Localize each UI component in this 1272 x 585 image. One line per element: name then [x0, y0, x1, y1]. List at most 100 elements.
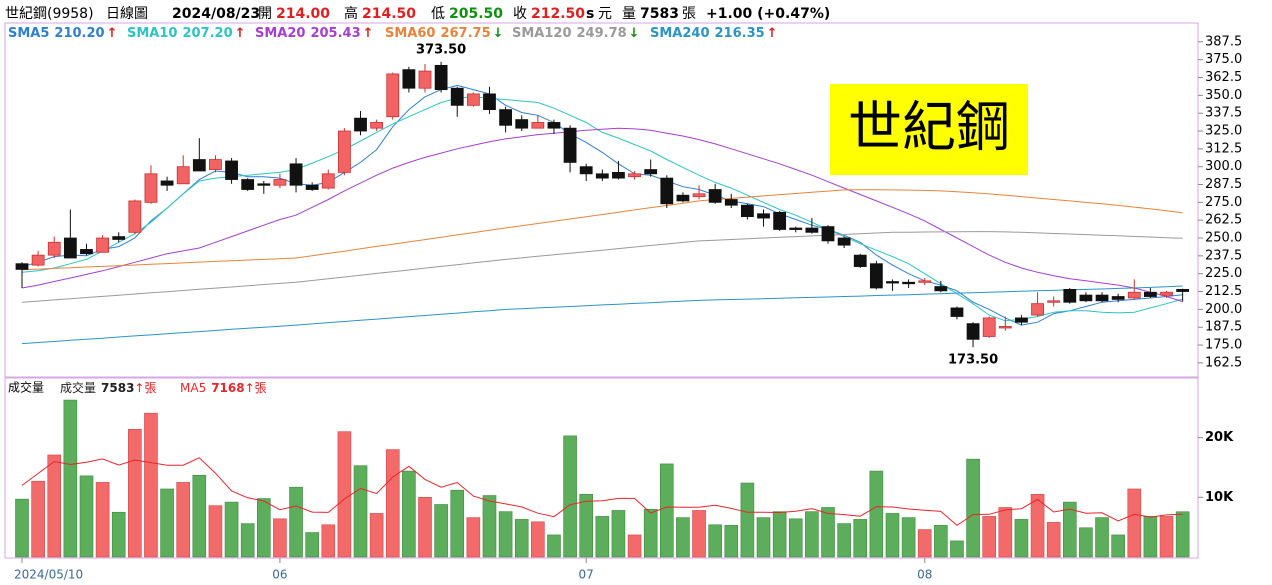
legend-unit: 張: [144, 381, 156, 395]
candle-body: [386, 73, 400, 118]
legend-item: MA5 7168↑張: [180, 381, 267, 395]
legend-trend: ↑: [363, 26, 374, 41]
volume-bar: [627, 534, 642, 558]
field-label: 開: [258, 6, 272, 22]
x-tick-label: 08: [917, 568, 932, 582]
y-tick-label: 225.0: [1205, 266, 1242, 281]
volume-bar: [482, 495, 497, 558]
candle-body: [692, 193, 706, 198]
legend-value: 205.43: [310, 26, 360, 41]
candle-body: [757, 213, 770, 219]
y-tick-label: 375.0: [1205, 52, 1242, 67]
unit: 元: [598, 6, 612, 22]
candle-body: [708, 189, 722, 203]
candle-body: [869, 263, 883, 289]
volume-bar: [208, 505, 223, 558]
candle-body: [821, 226, 835, 242]
volume-bar: [79, 475, 94, 558]
candle-body: [96, 237, 109, 253]
volume-bar: [1046, 522, 1061, 558]
candle-body: [354, 117, 367, 132]
candle-body: [128, 200, 142, 233]
date: 2024/08/23: [172, 6, 260, 22]
volume-bar: [224, 501, 239, 558]
candle-body: [1144, 291, 1157, 297]
volume-bar: [788, 518, 803, 558]
volume-bar: [837, 523, 851, 558]
candle-body: [144, 173, 158, 203]
y-tick-label: 312.5: [1205, 141, 1242, 156]
candle-body: [612, 171, 625, 179]
title-box: [830, 84, 1028, 175]
price-panel: [4, 22, 1199, 378]
candle-body: [63, 237, 77, 259]
legend-item: SMA20 205.43 ↑: [255, 26, 374, 41]
candle-body: [724, 199, 738, 206]
volume-panel: [4, 377, 1199, 559]
volume-bar: [498, 511, 513, 558]
volume-bar: [337, 431, 352, 558]
legend-trend: ↑: [134, 381, 144, 395]
volume-bar: [321, 524, 336, 558]
volume-bar: [466, 517, 481, 558]
volume-bar: [1095, 517, 1109, 558]
volume-bar: [1127, 488, 1142, 558]
candle-body: [112, 236, 126, 240]
legend-name: SMA10: [127, 26, 177, 41]
y-tick-label: 387.5: [1205, 34, 1242, 49]
volume-bar: [950, 540, 964, 558]
candle-body: [1047, 300, 1061, 303]
volume-bar: [1111, 534, 1125, 558]
ma-line: [21, 96, 1183, 322]
ma-line: [21, 231, 1183, 303]
candle-body: [80, 249, 93, 255]
volume-bar: [128, 429, 142, 558]
volume-bar: [821, 507, 835, 558]
candle-body: [370, 122, 384, 129]
candle-body: [837, 237, 851, 246]
candle-body: [402, 69, 416, 89]
candle-body: [805, 227, 819, 233]
volume-bar: [805, 511, 819, 558]
legend-value: 249.78: [577, 26, 627, 41]
y-tick-label: 262.5: [1205, 213, 1242, 228]
volume-bar: [369, 513, 384, 558]
volume-bar: [353, 465, 368, 558]
volume-bar: [966, 458, 980, 558]
legend-unit: 張: [255, 381, 267, 395]
volume-bar: [418, 497, 432, 558]
candle-body: [934, 286, 948, 292]
volume-bar: [63, 399, 78, 558]
candle-body: [209, 159, 222, 170]
volume-label: 量: [622, 6, 636, 22]
volume-unit: 張: [682, 6, 696, 22]
volume: 7583: [640, 6, 679, 22]
candle-body: [660, 177, 674, 205]
candle-body: [773, 211, 787, 230]
candle-body: [225, 160, 238, 180]
candle-body: [982, 317, 996, 337]
legend-name: SMA20: [255, 26, 305, 41]
volume-bar: [579, 494, 594, 558]
x-tick-label: 06: [272, 568, 287, 582]
legend-value: 7168: [211, 381, 244, 395]
volume-bar: [772, 511, 787, 558]
volume-bar: [531, 521, 545, 558]
unit-prefix: s: [586, 6, 594, 22]
volume-bar: [31, 480, 45, 558]
candle-body: [1079, 294, 1093, 302]
candle-body: [31, 254, 45, 266]
volume-bar: [514, 519, 529, 558]
annotation: 173.50: [948, 353, 998, 368]
candle-body: [1111, 296, 1125, 300]
volume-bar: [273, 518, 287, 558]
ma-line: [21, 457, 1183, 527]
field-value: 214.50: [362, 6, 416, 22]
volume-bar: [917, 529, 932, 558]
volume-bar: [708, 524, 722, 558]
volume-bar: [144, 412, 158, 558]
legend-trend: ↑: [245, 381, 255, 395]
field-label: 低: [431, 6, 445, 22]
legend-name: SMA120: [512, 26, 572, 41]
y-tick-label: 287.5: [1205, 177, 1242, 192]
